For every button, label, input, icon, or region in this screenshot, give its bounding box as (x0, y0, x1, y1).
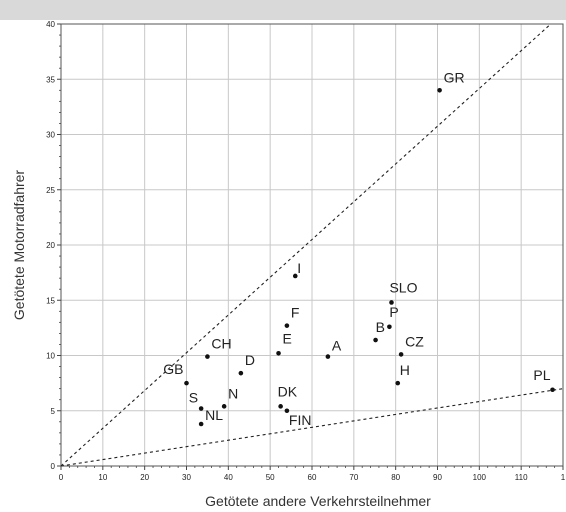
data-point (395, 380, 401, 386)
data-point (389, 300, 394, 305)
data-point (198, 421, 204, 427)
y-tick-label: 35 (46, 75, 55, 84)
data-point (198, 406, 204, 411)
x-tick-label: 110 (515, 473, 528, 482)
x-tick-label: 80 (391, 473, 400, 482)
point-label: FIN (289, 412, 312, 428)
data-point (373, 337, 378, 343)
data-point (278, 404, 283, 409)
data-point (325, 354, 331, 359)
reference-line (60, 23, 552, 467)
y-tick-label: 0 (51, 462, 56, 471)
data-point (284, 323, 290, 328)
point-label: SLO (389, 279, 417, 295)
data-point (292, 273, 298, 279)
data-point (387, 324, 392, 330)
y-axis-label: Getötete Motorradfahrer (11, 170, 27, 321)
data-point (221, 404, 227, 409)
point-label: NL (205, 407, 223, 423)
y-tick-label: 10 (46, 352, 55, 361)
point-label: H (400, 362, 410, 378)
x-tick-label: 40 (224, 473, 233, 482)
point-label: P (389, 304, 398, 320)
x-tick-label: 60 (308, 473, 317, 482)
point-label: N (228, 385, 238, 401)
y-tick-label: 40 (46, 20, 55, 29)
x-tick-label: 90 (433, 473, 442, 482)
data-point (284, 408, 290, 414)
x-tick-label: 30 (182, 473, 191, 482)
top-band (0, 0, 566, 20)
data-point (238, 370, 244, 376)
x-tick-label: 1 (561, 473, 566, 482)
point-label: E (283, 330, 292, 346)
point-label: F (291, 305, 300, 321)
reference-line (60, 388, 564, 467)
data-point (550, 387, 555, 393)
point-label: PL (533, 367, 550, 383)
point-label: B (376, 319, 385, 335)
point-label: D (245, 352, 255, 368)
x-axis-ticks: 0 10 20 30 40 50 60 70 80 90 100 110 1 (59, 466, 566, 482)
x-tick-label: 70 (349, 473, 358, 482)
x-tick-label: 100 (473, 473, 487, 482)
point-label: S (189, 390, 198, 406)
x-tick-label: 50 (266, 473, 275, 482)
point-label: A (332, 338, 342, 354)
point-label: CZ (405, 333, 424, 349)
data-point (184, 380, 189, 386)
data-points: GR I SLO PB CZ H FE A CH D GB S NL N DK FIN PL (163, 69, 555, 428)
grid-lines (60, 23, 564, 467)
y-tick-label: 20 (46, 241, 55, 250)
y-axis-ticks: 0 5 10 15 20 25 30 35 40 (46, 20, 61, 471)
point-label: DK (278, 383, 298, 399)
y-tick-label: 30 (46, 131, 55, 140)
x-tick-label: 20 (140, 473, 149, 482)
reference-lines (60, 23, 564, 467)
x-tick-label: 10 (98, 473, 107, 482)
point-label: CH (211, 336, 231, 352)
point-label: GB (163, 361, 183, 377)
y-tick-label: 15 (46, 296, 55, 305)
y-tick-label: 5 (51, 407, 56, 416)
data-point (398, 352, 404, 357)
x-tick-label: 0 (59, 473, 64, 482)
point-label: I (297, 260, 301, 276)
data-point (437, 88, 442, 93)
point-label: GR (444, 69, 465, 85)
data-point (276, 350, 281, 356)
x-axis-label: Getötete andere Verkehrsteilnehmer (205, 493, 431, 509)
data-point (205, 354, 210, 359)
y-tick-label: 25 (46, 186, 55, 195)
